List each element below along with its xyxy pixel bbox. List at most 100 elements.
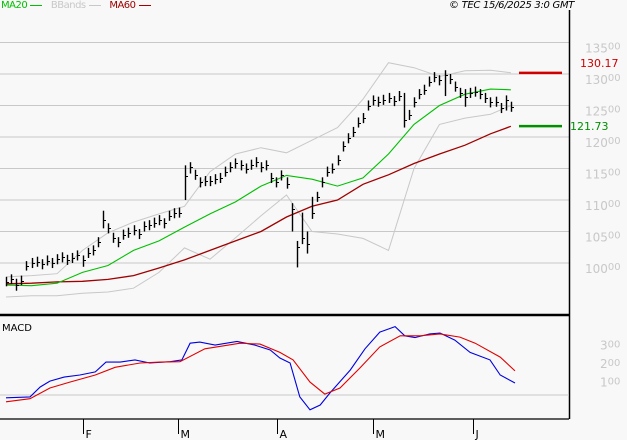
price-bar: [337, 155, 341, 166]
price-bar: [153, 217, 157, 228]
price-bar: [372, 95, 376, 106]
price-bar: [97, 237, 101, 248]
price-bar: [102, 210, 106, 229]
price-bar: [61, 252, 65, 263]
y-tick-label: 12000: [585, 136, 621, 150]
price-bar: [36, 256, 40, 267]
y-tick-label: 13500: [585, 42, 621, 56]
price-bar: [464, 89, 468, 107]
price-bar: [189, 162, 193, 174]
price-bar: [275, 177, 279, 188]
y-tick-label: 10000: [585, 262, 621, 276]
price-bar: [41, 259, 45, 270]
price-bar: [87, 247, 91, 258]
price-bar: [240, 160, 244, 171]
legend-bbands: BBands: [51, 0, 101, 11]
price-bar: [469, 87, 473, 98]
price-bar: [250, 159, 254, 170]
price-bar: [398, 91, 402, 102]
price-bar: [388, 92, 392, 103]
price-bar: [265, 160, 269, 171]
price-bar: [214, 174, 218, 185]
macd-line: [5, 325, 516, 411]
ma20-line: [5, 88, 511, 287]
price-bar: [362, 113, 366, 124]
price-bar: [163, 218, 167, 229]
price-bar: [352, 126, 356, 137]
y-tick-label: 10500: [585, 231, 621, 245]
price-bar: [204, 176, 208, 187]
price-bar: [219, 172, 223, 183]
legend-bbands-label: BBands: [50, 0, 86, 11]
price-bar: [158, 215, 162, 226]
month-label: F: [86, 428, 92, 440]
price-bar: [479, 89, 483, 100]
price-bar: [199, 177, 203, 188]
price-bar: [20, 275, 24, 286]
price-bar: [393, 96, 397, 107]
price-bar: [347, 133, 351, 144]
ma20-swatch: [30, 4, 43, 6]
month-label: M: [376, 428, 386, 440]
month-label: A: [280, 428, 288, 440]
price-bar: [51, 257, 55, 269]
price-bar: [127, 227, 131, 238]
legend-ma20-label: MA20: [1, 0, 28, 11]
macd-signal-line: [5, 333, 516, 403]
macd-title: MACD: [2, 323, 32, 334]
legend-ma60: MA60: [109, 0, 151, 11]
price-bar: [291, 203, 295, 232]
price-bar: [255, 157, 259, 168]
price-bar: [280, 170, 284, 181]
price-bar: [10, 274, 14, 284]
price-bar: [25, 261, 29, 271]
price-bar: [286, 177, 290, 189]
price-bar: [489, 97, 493, 108]
price-bar: [408, 109, 412, 120]
price-bar: [459, 87, 463, 98]
price-bar: [438, 75, 442, 86]
price-bar: [423, 84, 427, 95]
macd-tick-label: 200: [600, 357, 620, 371]
price-tag-label: 121.73: [570, 120, 609, 133]
y-tick-label: 13000: [585, 73, 621, 87]
price-bar: [342, 141, 346, 152]
price-bar: [15, 278, 19, 291]
price-bar: [5, 276, 9, 287]
price-bar: [510, 101, 514, 112]
price-bar: [260, 162, 264, 173]
price-bar: [270, 172, 274, 183]
price-bar: [107, 223, 111, 234]
price-bar: [505, 95, 509, 111]
price-bar: [500, 102, 504, 114]
price-bar: [377, 96, 381, 107]
price-bar: [296, 240, 300, 268]
price-tag-label: 130.17: [580, 57, 619, 70]
price-bar: [418, 89, 422, 100]
legend: MA20 BBands MA60: [1, 0, 157, 11]
ma60-swatch: [138, 4, 151, 6]
price-bar: [168, 210, 172, 221]
price-bar: [31, 257, 35, 269]
price-bar: [224, 166, 228, 177]
month-label: M: [181, 428, 191, 440]
price-bar: [148, 220, 152, 231]
price-bar: [76, 250, 80, 261]
macd-tick-label: 300: [600, 339, 620, 353]
price-bar: [138, 228, 142, 240]
bband-lower-line: [5, 105, 512, 298]
month-label: J: [475, 428, 479, 440]
price-bar: [194, 169, 198, 180]
price-bar: [71, 252, 75, 263]
bband-upper-line: [5, 62, 511, 278]
price-bar: [143, 221, 147, 232]
price-bar: [449, 74, 453, 85]
price-bar: [357, 117, 361, 128]
price-bar: [173, 208, 177, 219]
y-tick-label: 11500: [585, 168, 621, 182]
price-bar: [46, 255, 50, 266]
price-bar: [474, 86, 478, 97]
price-bar: [92, 245, 96, 256]
price-bar: [326, 166, 330, 177]
